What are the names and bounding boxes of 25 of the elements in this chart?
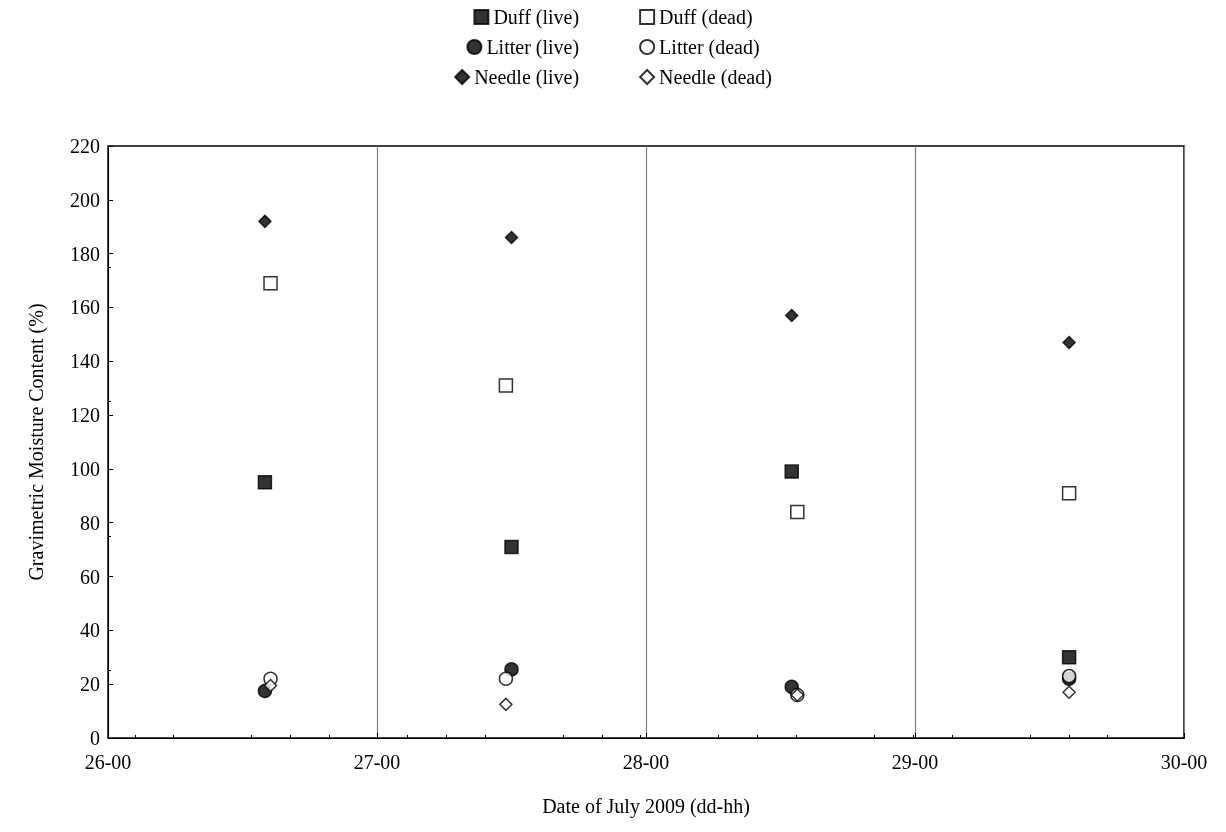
legend-label: Litter (live): [486, 36, 580, 59]
y-tick-label: 180: [70, 242, 100, 265]
x-tick-label: 30-00: [1160, 751, 1208, 773]
legend-label: Duff (dead): [659, 6, 753, 29]
x-tick-label: 27-00: [353, 751, 401, 773]
legend-label: Duff (live): [493, 6, 580, 29]
legend-label: Needle (dead): [659, 66, 772, 89]
y-tick-label: 20: [80, 673, 100, 696]
x-axis-title: Date of July 2009 (dd-hh): [542, 795, 750, 818]
y-tick-label: 40: [80, 619, 100, 642]
y-tick-label: 120: [70, 404, 100, 427]
y-tick-label: 220: [70, 135, 100, 157]
y-tick-label: 60: [80, 565, 100, 588]
y-tick-label: 160: [70, 296, 100, 319]
y-tick-label: 100: [70, 457, 100, 480]
y-tick-label: 200: [70, 188, 100, 211]
x-tick-label: 28-00: [622, 751, 670, 773]
y-tick-label: 140: [70, 350, 100, 373]
y-axis-title: Gravimetric Moisture Content (%): [25, 303, 48, 581]
x-tick-label: 29-00: [891, 751, 939, 773]
legend-label: Needle (live): [474, 66, 580, 89]
y-tick-label: 80: [80, 511, 100, 534]
x-tick-label: 26-00: [84, 751, 132, 773]
legend-label: Litter (dead): [659, 36, 760, 59]
y-tick-label: 0: [90, 727, 100, 749]
